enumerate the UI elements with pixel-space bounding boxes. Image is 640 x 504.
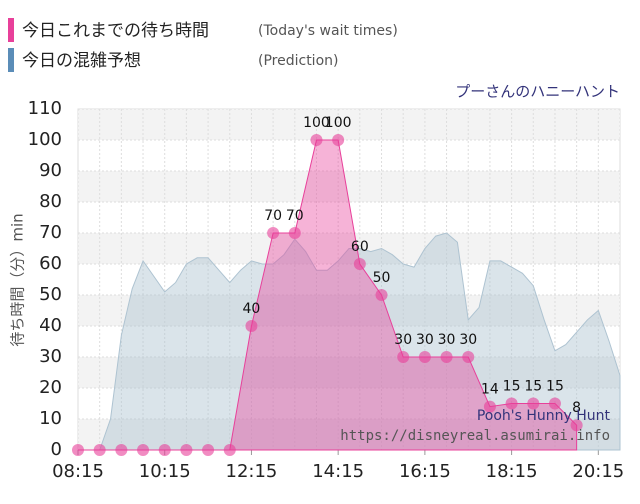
watermark: Pooh's Hunny Hunt <box>477 408 611 424</box>
legend-swatch <box>8 18 14 42</box>
x-tick-label: 18:15 <box>486 461 538 482</box>
data-label: 100 <box>303 115 330 131</box>
y-tick-label: 0 <box>51 439 62 460</box>
data-point <box>180 444 193 456</box>
data-point <box>527 397 540 410</box>
x-tick-label: 14:15 <box>312 461 364 482</box>
grid-band <box>78 419 620 450</box>
data-label: 30 <box>416 332 434 348</box>
y-tick-label: 90 <box>39 160 62 181</box>
legend-note: (Today's wait times) <box>258 23 398 39</box>
data-point <box>158 444 171 456</box>
data-label: 60 <box>351 239 369 255</box>
data-label: 40 <box>243 301 261 317</box>
data-label: 30 <box>459 332 477 348</box>
data-point <box>440 351 453 363</box>
x-tick-label: 16:15 <box>399 461 451 482</box>
x-tick-label: 08:15 <box>52 461 104 482</box>
grid-band <box>78 171 620 202</box>
data-label: 30 <box>438 332 456 348</box>
data-label: 100 <box>325 115 352 131</box>
data-point <box>418 351 431 363</box>
grid-band <box>78 295 620 326</box>
data-point <box>353 258 366 270</box>
y-tick-label: 60 <box>39 253 62 274</box>
data-point <box>115 444 128 456</box>
x-tick-label: 20:15 <box>572 461 624 482</box>
data-point <box>137 444 150 456</box>
y-tick-label: 20 <box>39 377 62 398</box>
data-point <box>375 289 388 301</box>
y-tick-label: 80 <box>39 191 62 212</box>
grid-band <box>78 109 620 140</box>
data-label: 70 <box>264 208 282 224</box>
data-label: 14 <box>481 382 499 398</box>
y-tick-label: 10 <box>39 408 62 429</box>
x-tick-label: 12:15 <box>226 461 278 482</box>
legend-label: 今日の混雑予想 <box>22 51 141 71</box>
data-point <box>570 419 583 432</box>
y-tick-label: 40 <box>39 315 62 336</box>
attraction-name: プーさんのハニーハント <box>455 83 620 101</box>
data-point <box>72 444 84 456</box>
data-label: 15 <box>503 379 521 395</box>
data-point <box>483 400 496 413</box>
legend-swatch <box>8 48 14 72</box>
y-tick-label: 70 <box>39 222 62 243</box>
y-tick-label: 110 <box>28 98 62 119</box>
y-tick-label: 100 <box>28 129 62 150</box>
legend-note: (Prediction) <box>258 53 338 69</box>
data-point <box>462 351 475 363</box>
data-label: 70 <box>286 208 304 224</box>
watermark: https://disneyreal.asumirai.info <box>340 428 610 444</box>
data-point <box>267 227 280 239</box>
data-label: 15 <box>524 379 542 395</box>
data-label: 30 <box>394 332 412 348</box>
series-area <box>78 232 621 451</box>
plot-area <box>77 108 621 451</box>
data-point <box>202 444 215 456</box>
data-point <box>332 134 345 146</box>
x-tick-label: 10:15 <box>139 461 191 482</box>
data-point <box>93 444 106 456</box>
data-point <box>245 320 258 332</box>
legend-label: 今日これまでの待ち時間 <box>22 21 209 41</box>
data-point <box>288 227 301 239</box>
data-label: 50 <box>373 270 391 286</box>
grid-band <box>78 357 620 388</box>
y-tick-label: 30 <box>39 346 62 367</box>
data-point <box>505 397 518 410</box>
data-point <box>548 397 561 410</box>
data-label: 8 <box>572 400 581 416</box>
data-point <box>223 444 236 456</box>
data-label: 15 <box>546 379 564 395</box>
y-tick-label: 50 <box>39 284 62 305</box>
y-axis-label: 待ち時間（分）min <box>9 213 27 346</box>
data-point <box>397 351 410 363</box>
data-point <box>310 134 323 146</box>
